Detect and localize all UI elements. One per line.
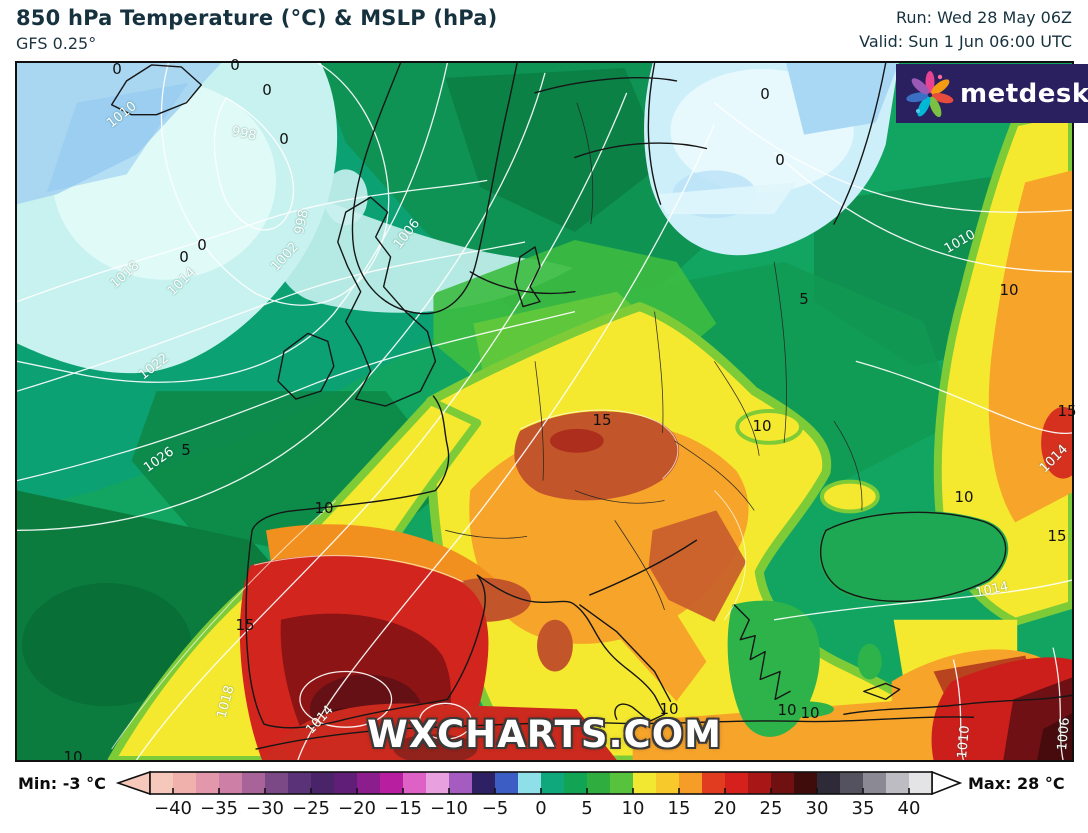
temperature-contour-label: 0 (279, 130, 289, 148)
isobar-label: 1002 (268, 239, 302, 275)
temperature-contour-label: 10 (777, 701, 797, 719)
isobar-label: 1018 (107, 258, 143, 292)
colorbar-tick-label: 25 (759, 798, 783, 819)
temperature-contour-label: 10 (954, 488, 974, 506)
temperature-contour-label: 0 (760, 85, 770, 103)
colorbar-tick-label: 0 (535, 798, 547, 819)
temperature-contour-label: 15 (235, 616, 255, 634)
header-bar: 850 hPa Temperature (°C) & MSLP (hPa) GF… (0, 0, 1088, 61)
colorbar-tick-labels: −40 −35 −30 −25 −20 −15 −10 −5 0 5 10 15 20 25 30 35 40 (0, 798, 1088, 826)
temperature-contour-label: 0 (262, 81, 272, 99)
watermark: WXCHARTS.COM (367, 713, 722, 756)
colorbar-tick-label: −25 (292, 798, 330, 819)
temperature-contour-label: 10 (800, 704, 820, 722)
temperature-contour-label: 0 (112, 60, 122, 78)
colorbar-tick-label: −20 (338, 798, 376, 819)
temperature-contour-label: 15 (592, 411, 612, 429)
max-value-label: Max: 28 °C (968, 774, 1065, 793)
colorbar (116, 770, 962, 796)
temperature-field-svg (17, 63, 1072, 760)
run-info: Run: Wed 28 May 06Z Valid: Sun 1 Jun 06:… (859, 6, 1072, 54)
colorbar-tick-label: 30 (805, 798, 829, 819)
temperature-contour-label: 0 (197, 236, 207, 254)
temperature-contour-label: 10 (63, 748, 83, 766)
temperature-contour-label: 15 (1057, 402, 1077, 420)
valid-label: Valid: Sun 1 Jun 06:00 UTC (859, 32, 1072, 51)
colorbar-tick-label: −15 (384, 798, 422, 819)
metdesk-logo[interactable]: metdesk (896, 64, 1088, 123)
colorbar-tick-label: 10 (621, 798, 645, 819)
isobar-label: 1026 (141, 444, 177, 476)
temperature-contour-label: 10 (999, 281, 1019, 299)
temperature-contour-label: 0 (179, 248, 189, 266)
isobar-label: 1014 (164, 264, 200, 300)
isobar-label: 1014 (974, 579, 1010, 601)
colorbar-tick-label: −10 (430, 798, 468, 819)
temperature-contour-label: 5 (181, 441, 191, 459)
isobar-label: 1014 (1036, 441, 1072, 477)
temperature-contour-label: 0 (230, 56, 240, 74)
colorbar-tick-label: 20 (713, 798, 737, 819)
colorbar-tick-label: −5 (481, 798, 509, 819)
colorbar-tick-label: −35 (200, 798, 238, 819)
map-label-layer: 1010 998 998 1006 1002 1018 1014 1022 1026 1010 10… (17, 56, 1076, 766)
page-title: 850 hPa Temperature (°C) & MSLP (hPa) (16, 6, 498, 30)
metdesk-logo-text: metdesk (960, 78, 1088, 109)
isobar-label: 1010 (104, 98, 140, 132)
temperature-contour-label: 15 (1047, 527, 1067, 545)
colorbar-tick-label: 5 (581, 798, 593, 819)
isobar-label: 998 (230, 124, 258, 144)
model-subtitle: GFS 0.25° (16, 34, 97, 53)
temperature-contour-label: 10 (659, 700, 679, 718)
colorbar-tick-label: 40 (897, 798, 921, 819)
temperature-contour-label: 10 (314, 499, 334, 517)
colorbar-tick-label: 15 (667, 798, 691, 819)
isobar-label: 1010 (941, 227, 979, 257)
colorbar-tick-label: −40 (154, 798, 192, 819)
isobar-label: 998 (292, 208, 312, 236)
temperature-contour-label: 5 (799, 290, 809, 308)
temperature-contour-label: 0 (775, 151, 785, 169)
metdesk-flower-icon (906, 70, 954, 117)
legend-bar: Min: -3 °C Max: 28 °C −40 −35 −30 −25 −20 −15… (0, 762, 1088, 833)
temperature-contour-label: 10 (752, 417, 772, 435)
weather-map: 1010 998 998 1006 1002 1018 1014 1022 1026 1010 10… (15, 56, 1088, 766)
min-value-label: Min: -3 °C (18, 774, 106, 793)
isobar-label: 1022 (136, 350, 172, 384)
colorbar-tick-label: −30 (246, 798, 284, 819)
colorbar-tick-label: 35 (851, 798, 875, 819)
isobar-label: 1006 (390, 216, 424, 252)
run-label: Run: Wed 28 May 06Z (895, 8, 1072, 27)
